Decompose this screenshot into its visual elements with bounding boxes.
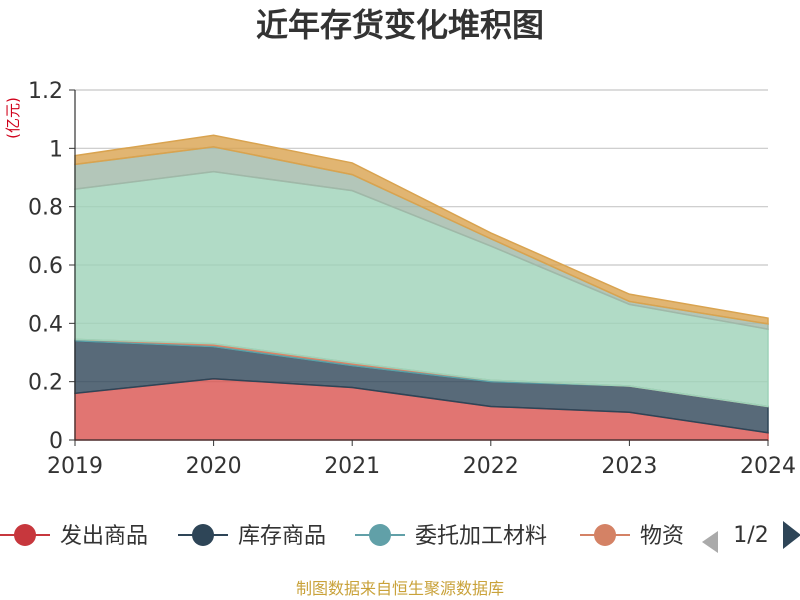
- x-tick-label: 2022: [463, 454, 519, 479]
- axes: 0 0.2 0.4 0.6 0.8 1 1.2 2019 2020 2021 2022 2023 202…: [28, 79, 796, 479]
- legend-item[interactable]: 发出商品: [0, 524, 148, 549]
- legend-item[interactable]: 委托加工材料: [355, 524, 547, 549]
- chart-title: 近年存货变化堆积图: [256, 6, 544, 44]
- legend-page-indicator: 1/2: [733, 523, 768, 548]
- legend[interactable]: 发出商品 库存商品 委托加工材料 物资: [0, 524, 684, 549]
- area-series-group: [74, 134, 769, 441]
- y-tick-label: 1: [49, 137, 63, 162]
- y-tick-label: 0.8: [28, 196, 63, 221]
- legend-marker-icon: [192, 524, 214, 546]
- area-series-7: [74, 134, 769, 325]
- data-source-note: 制图数据来自恒生聚源数据库: [296, 579, 504, 598]
- legend-label: 委托加工材料: [415, 524, 547, 549]
- x-tick-label: 2021: [324, 454, 380, 479]
- legend-prev-page-icon[interactable]: [702, 531, 718, 553]
- legend-next-page-icon[interactable]: [783, 521, 800, 549]
- y-tick-label: 0.2: [28, 371, 63, 396]
- y-tick-label: 1.2: [28, 79, 63, 104]
- legend-label: 发出商品: [60, 524, 148, 549]
- x-tick-label: 2023: [601, 454, 657, 479]
- y-axis-unit-label: (亿元): [4, 97, 22, 139]
- legend-marker-icon: [594, 524, 616, 546]
- x-tick-label: 2019: [47, 454, 103, 479]
- x-tick-label: 2020: [186, 454, 242, 479]
- legend-marker-icon: [14, 524, 36, 546]
- y-tick-label: 0.6: [28, 254, 63, 279]
- legend-item[interactable]: 物资: [580, 524, 684, 549]
- legend-marker-icon: [369, 524, 391, 546]
- x-tick-label: 2024: [740, 454, 796, 479]
- y-tick-label: 0.4: [28, 312, 63, 337]
- legend-item[interactable]: 库存商品: [178, 524, 326, 549]
- legend-label: 库存商品: [238, 524, 326, 549]
- legend-label: 物资: [640, 524, 684, 549]
- y-tick-label: 0: [49, 429, 63, 454]
